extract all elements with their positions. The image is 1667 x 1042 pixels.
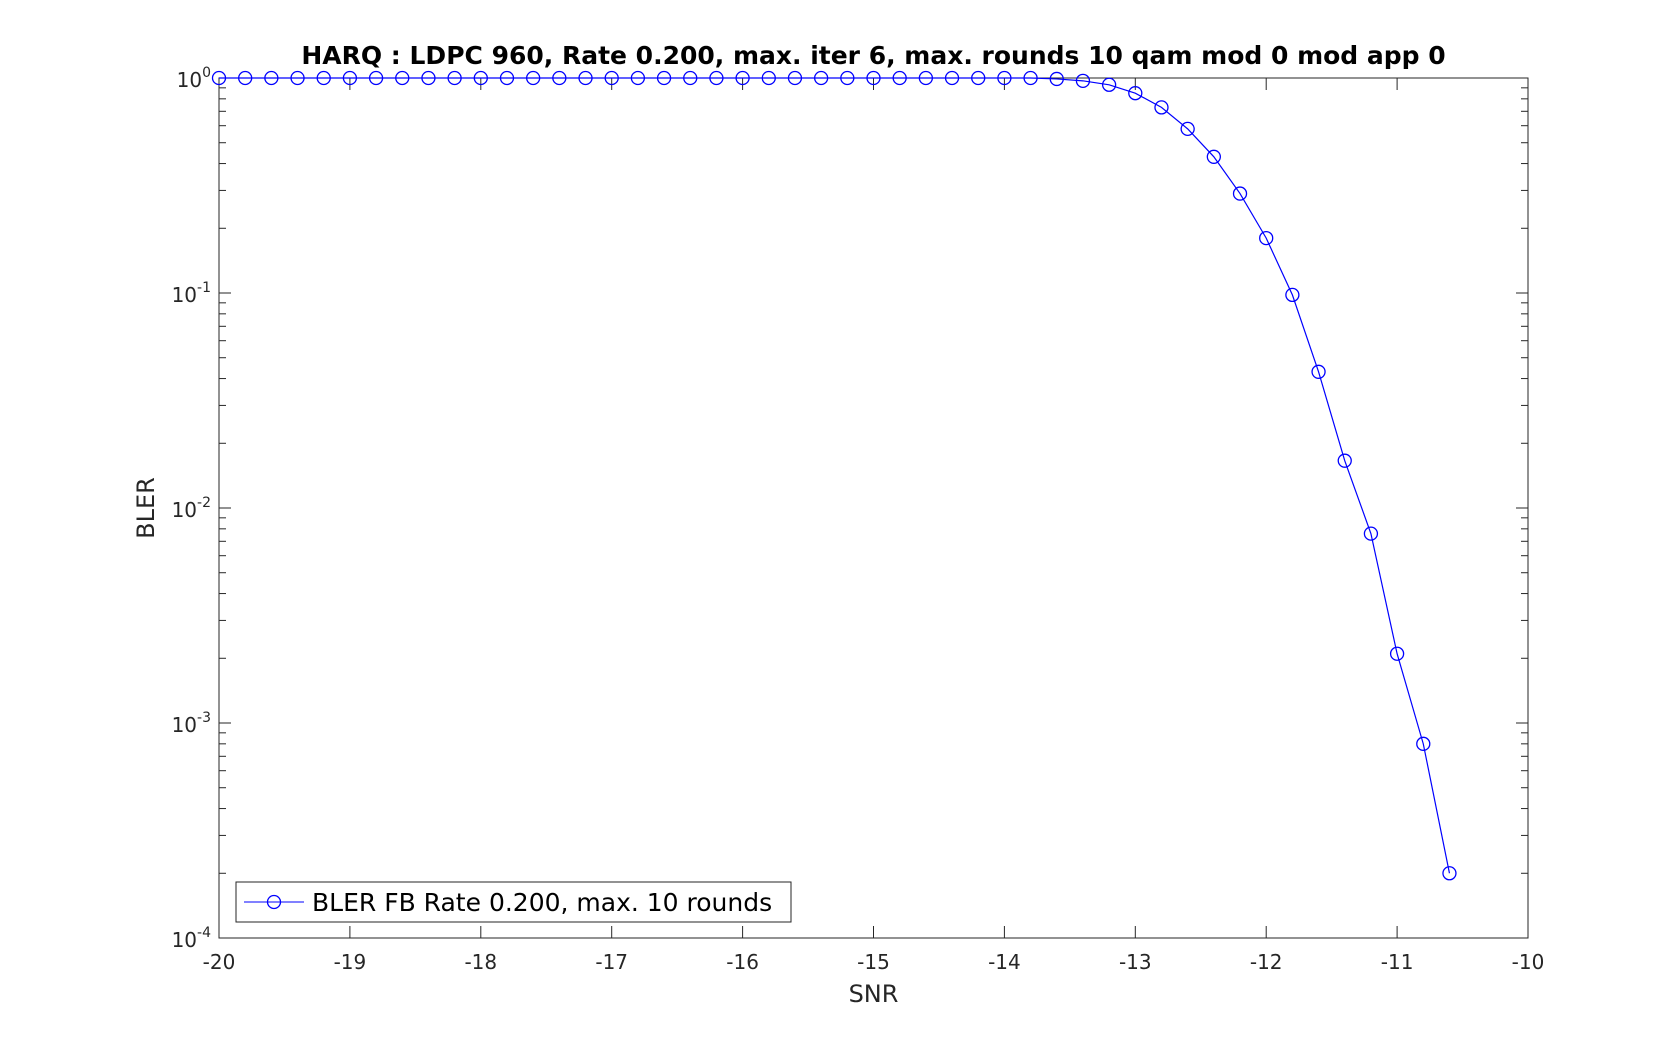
data-point xyxy=(630,70,646,86)
data-point xyxy=(578,70,593,86)
data-point xyxy=(656,70,672,86)
data-point xyxy=(473,70,488,86)
data-point xyxy=(735,70,750,86)
data-point xyxy=(1416,736,1431,751)
data-point xyxy=(997,70,1012,86)
data-point xyxy=(526,70,541,86)
x-tick-label: -18 xyxy=(464,950,497,974)
data-point xyxy=(709,70,724,86)
data-point xyxy=(316,70,331,86)
legend-label: BLER FB Rate 0.200, max. 10 rounds xyxy=(312,888,772,917)
data-point xyxy=(866,70,881,86)
x-tick-label: -12 xyxy=(1250,950,1283,974)
x-tick-label: -16 xyxy=(726,950,759,974)
data-point xyxy=(211,70,227,86)
chart-title: HARQ : LDPC 960, Rate 0.200, max. iter 6… xyxy=(301,41,1445,70)
data-point xyxy=(1363,526,1379,541)
data-point xyxy=(1023,70,1038,86)
series-line xyxy=(219,77,1451,874)
y-axis-label: BLER xyxy=(132,477,160,539)
data-point xyxy=(1128,86,1143,101)
data-point xyxy=(944,70,960,86)
data-point xyxy=(813,70,829,86)
data-point xyxy=(1389,646,1405,661)
data-point xyxy=(1101,77,1117,92)
data-point xyxy=(499,70,515,86)
data-point xyxy=(1259,230,1274,246)
x-axis-label: SNR xyxy=(849,980,899,1008)
data-point xyxy=(892,70,907,86)
data-point xyxy=(1049,71,1064,87)
data-point xyxy=(1337,453,1352,468)
data-point xyxy=(368,70,384,86)
x-tick-label: -11 xyxy=(1381,950,1414,974)
data-point xyxy=(840,70,855,86)
data-point xyxy=(1442,866,1457,881)
x-tick-label: -15 xyxy=(857,950,890,974)
legend-marker-icon xyxy=(266,894,282,910)
x-tick-label: -14 xyxy=(988,950,1021,974)
data-point xyxy=(604,70,619,86)
data-point xyxy=(1285,287,1300,303)
x-tick-label: -20 xyxy=(203,950,236,974)
data-point xyxy=(918,70,934,86)
x-tick-label: -19 xyxy=(334,950,367,974)
data-point xyxy=(683,70,698,86)
axis-ticks: -20 -19 -18 -17 -16 -15 -14 -13 -12 -11 -1010010-1… xyxy=(172,65,1545,974)
data-point xyxy=(264,70,279,86)
data-series xyxy=(211,70,1457,881)
data-point xyxy=(1154,100,1169,115)
data-point xyxy=(421,70,436,86)
data-point xyxy=(971,70,986,86)
data-point xyxy=(1075,73,1091,88)
legend-box xyxy=(235,881,792,923)
data-point xyxy=(238,70,253,86)
x-tick-label: -10 xyxy=(1512,950,1545,974)
data-point xyxy=(1232,186,1248,201)
x-tick-label: -13 xyxy=(1119,950,1152,974)
data-point xyxy=(1206,149,1221,164)
data-point xyxy=(552,70,567,86)
plot-area xyxy=(218,77,1529,939)
legend: BLER FB Rate 0.200, max. 10 rounds xyxy=(235,881,792,923)
data-point xyxy=(447,70,462,86)
data-point xyxy=(290,70,305,86)
data-point xyxy=(1180,121,1195,137)
data-point xyxy=(761,70,776,86)
x-tick-label: -17 xyxy=(595,950,628,974)
data-point xyxy=(342,70,358,86)
data-point xyxy=(395,70,410,86)
data-point xyxy=(787,70,803,86)
data-point xyxy=(1311,364,1326,379)
